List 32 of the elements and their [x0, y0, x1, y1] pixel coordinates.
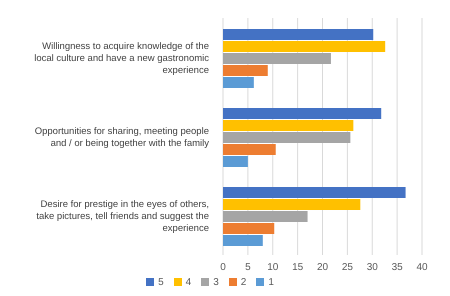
x-tick-label: 30 [366, 262, 378, 274]
x-tick-label: 15 [292, 262, 304, 274]
bar [223, 156, 248, 168]
y-tick-label: Desire for prestige in the eyes of others, take pictures, tell friends and suggest the experience [36, 198, 209, 234]
bar [223, 29, 374, 40]
legend-label: 1 [268, 277, 274, 288]
x-tick-label: 10 [267, 262, 279, 274]
bar [223, 235, 263, 246]
bar [223, 120, 354, 132]
bar [223, 108, 382, 120]
legend-label: 3 [213, 277, 219, 288]
x-tick-label: 20 [316, 262, 328, 274]
x-tick-label: 0 [220, 262, 226, 274]
bar [223, 187, 406, 198]
bar [223, 144, 276, 156]
legend-label: 5 [158, 277, 164, 288]
bar [223, 199, 360, 210]
bar [223, 223, 274, 234]
x-tick-label: 35 [392, 262, 404, 274]
y-tick-label: Opportunities for sharing, meeting people and / or being together with the family [34, 126, 210, 149]
bar [223, 65, 268, 76]
legend-label: 4 [186, 277, 192, 288]
bar [223, 132, 350, 144]
x-tick-label: 25 [342, 262, 354, 274]
bar [223, 77, 254, 88]
bar [223, 211, 308, 222]
y-tick-label: Willingness to acquire knowledge of the local culture and have a new gastronomic experience [34, 40, 210, 76]
x-tick-label: 5 [245, 262, 252, 274]
bar [223, 53, 331, 64]
bar [223, 41, 386, 52]
legend-label: 2 [240, 277, 246, 288]
x-tick-label: 40 [416, 262, 428, 274]
